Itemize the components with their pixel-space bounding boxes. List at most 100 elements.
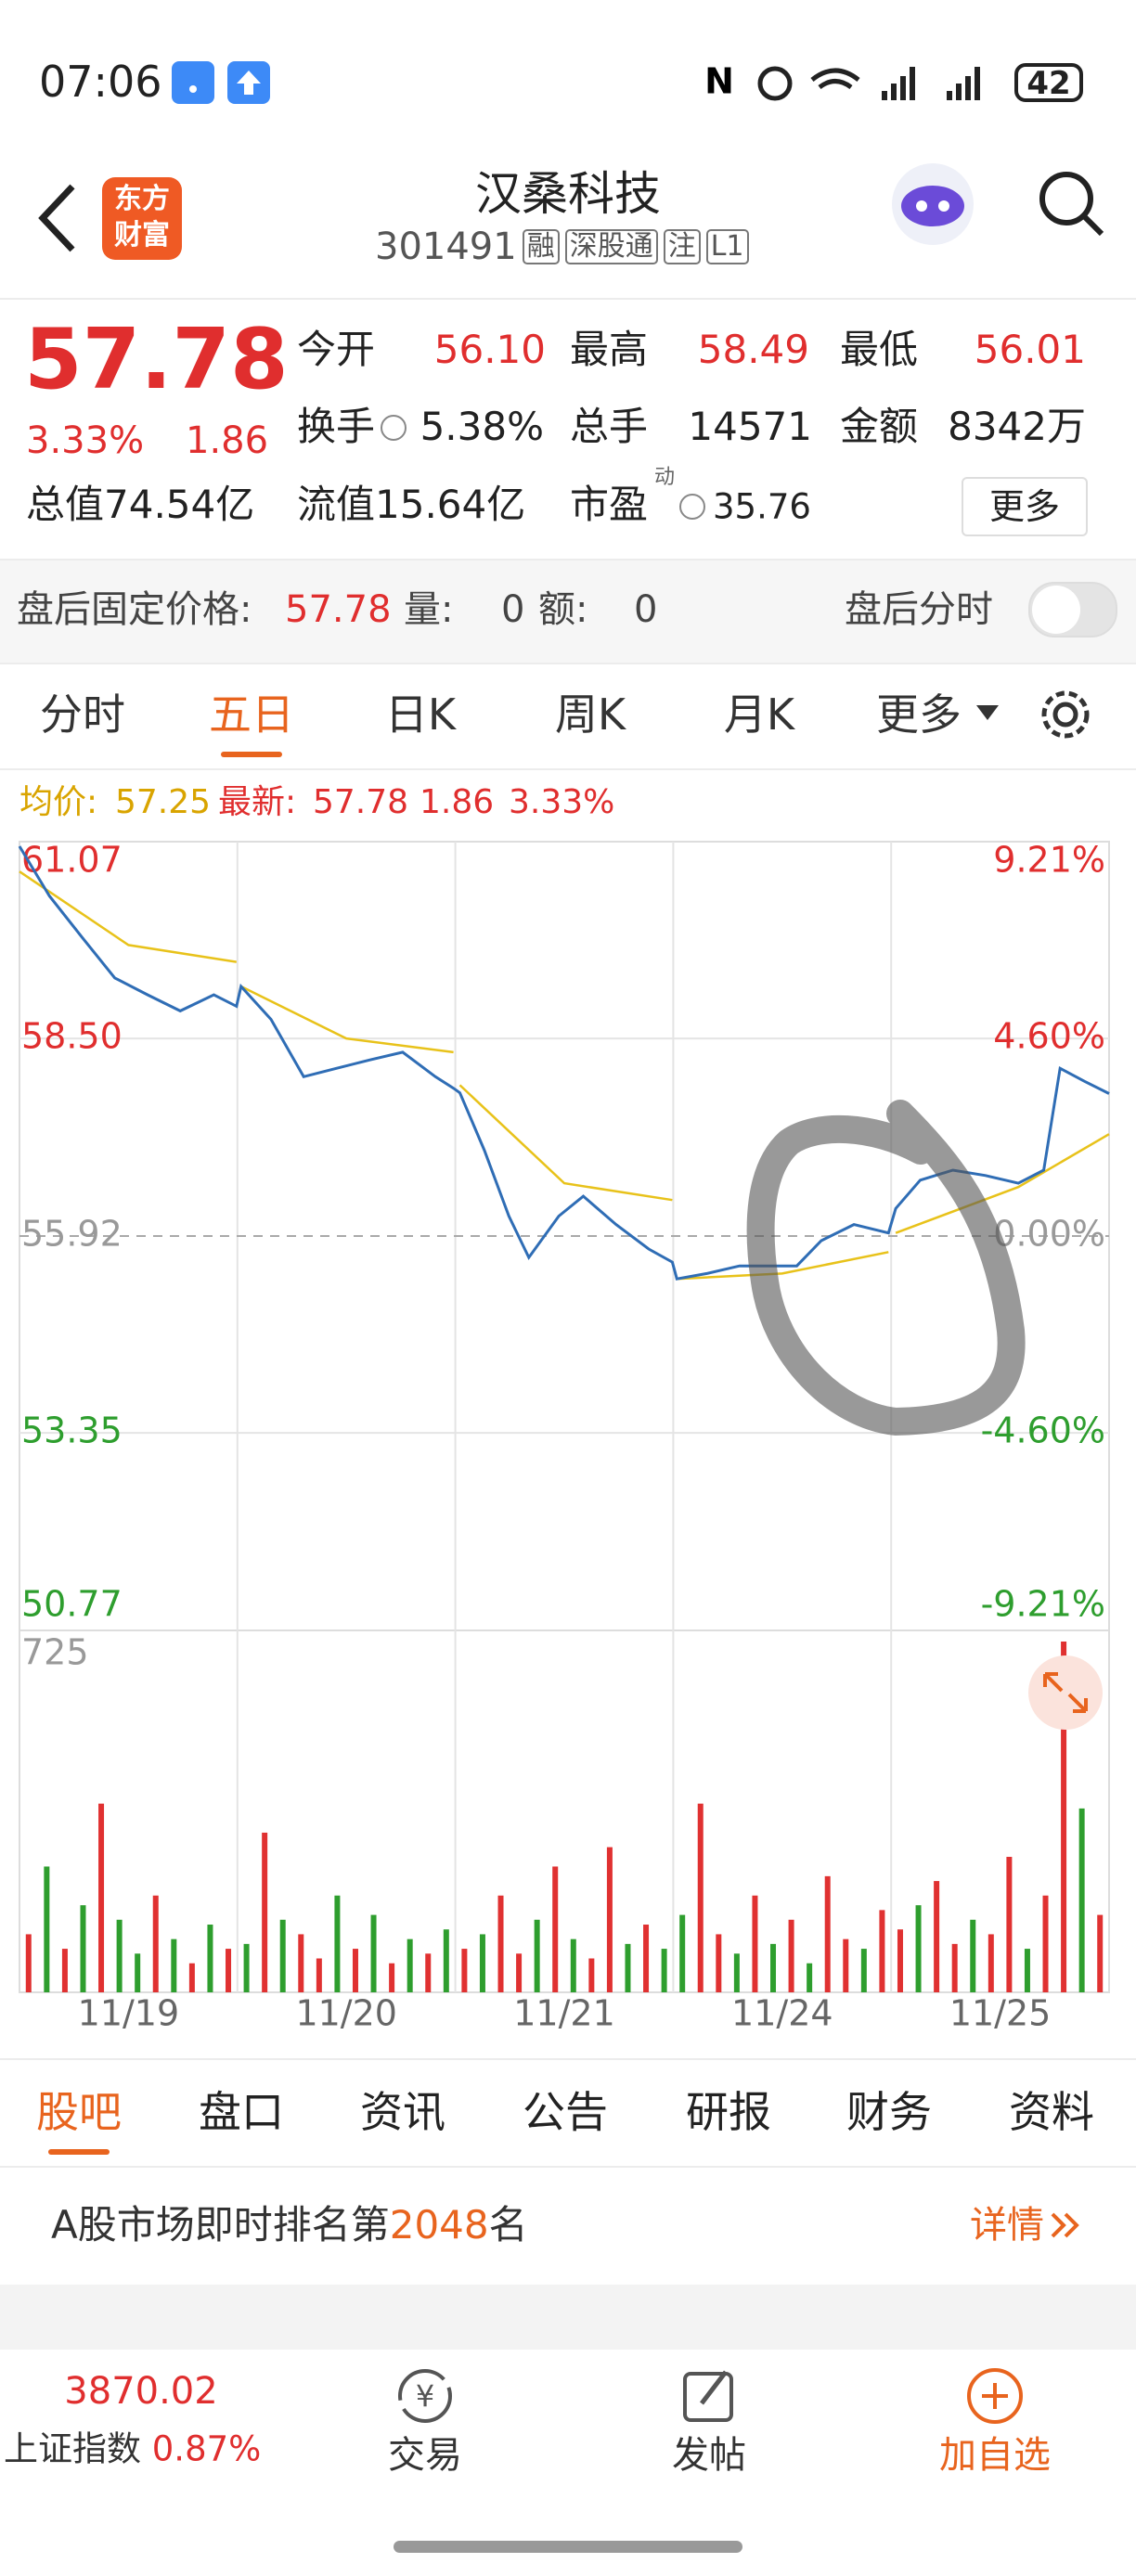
volume-bar bbox=[934, 1881, 940, 1992]
index-row[interactable]: 上证指数 0.87% bbox=[4, 2432, 261, 2467]
more-label[interactable]: 更多 bbox=[988, 486, 1061, 527]
nav-label[interactable]: 加自选 bbox=[939, 2434, 1051, 2477]
volume-bar bbox=[171, 1938, 177, 1992]
info-tab[interactable]: 公告 bbox=[523, 2087, 608, 2137]
volume-bar bbox=[716, 1934, 722, 1992]
rank-number: 2048 bbox=[389, 2202, 489, 2248]
period-tab[interactable]: 日K bbox=[384, 689, 457, 740]
info-tab[interactable]: 盘口 bbox=[199, 2087, 284, 2137]
volume-bar bbox=[226, 1949, 232, 1992]
volume-bar bbox=[443, 1929, 449, 1992]
volume-bar bbox=[843, 1938, 849, 1992]
volume-bar bbox=[879, 1910, 885, 1992]
more-button[interactable]: 更多 bbox=[962, 477, 1088, 536]
volume-bar bbox=[661, 1949, 667, 1992]
svg-text:¥: ¥ bbox=[416, 2378, 434, 2414]
home-indicator bbox=[394, 2541, 742, 2553]
volume-bar bbox=[570, 1938, 576, 1992]
volume-bar bbox=[1006, 1857, 1013, 1992]
period-tab[interactable]: 周K bbox=[554, 689, 626, 740]
rank-text: A股市场即时排名第2048名 bbox=[51, 2206, 528, 2245]
volume-bar bbox=[1042, 1895, 1049, 1992]
post-icon[interactable] bbox=[679, 2364, 741, 2426]
volume-bar bbox=[497, 1895, 504, 1992]
y2-tick-label: -9.21% bbox=[981, 1584, 1105, 1625]
info-icon[interactable] bbox=[381, 415, 407, 441]
divider bbox=[0, 298, 1136, 300]
volume-bar bbox=[461, 1949, 468, 1992]
volume-bar bbox=[25, 1934, 32, 1992]
tab-underline bbox=[221, 752, 282, 757]
field-label: 今开 bbox=[297, 327, 376, 372]
period-tab-active[interactable]: 五日 bbox=[209, 689, 294, 740]
add-watch-icon[interactable] bbox=[965, 2366, 1025, 2426]
volume-bar bbox=[552, 1866, 559, 1992]
y-tick-label: 55.92 bbox=[21, 1214, 123, 1255]
svg-text:N: N bbox=[704, 61, 734, 102]
chevrons bbox=[1051, 2212, 1079, 2238]
toggle[interactable] bbox=[1028, 582, 1117, 638]
assistant-avatar[interactable] bbox=[886, 158, 979, 251]
volume-bar bbox=[897, 1929, 903, 1992]
field-label: 总值 bbox=[26, 482, 105, 527]
field-value: 58.49 bbox=[697, 327, 809, 372]
y-tick-label: 61.07 bbox=[21, 840, 123, 881]
after-hours-label: 盘后固定价格: bbox=[17, 588, 252, 631]
period-tab[interactable]: 月K bbox=[723, 689, 795, 740]
info-tab[interactable]: 资料 bbox=[1009, 2087, 1094, 2137]
volume-bar bbox=[207, 1925, 213, 1992]
field-value: 56.10 bbox=[433, 327, 546, 372]
field-label: 换手 bbox=[297, 404, 376, 449]
details-link[interactable]: 详情 bbox=[970, 2204, 1044, 2247]
volume-tick-label: 725 bbox=[21, 1632, 89, 1673]
field-value: 8342万 bbox=[948, 404, 1086, 449]
nav-label[interactable]: 发帖 bbox=[672, 2434, 746, 2477]
x-tick-label: 11/24 bbox=[731, 1993, 833, 2034]
change: 1.86 bbox=[186, 419, 269, 462]
field-value: 15.64亿 bbox=[375, 482, 526, 527]
y2-tick-label: 4.60% bbox=[993, 1016, 1105, 1057]
tag: L1 bbox=[705, 229, 749, 264]
code-row: 301491 融 深股通 注 L1 bbox=[375, 228, 749, 265]
clock: 07:06 bbox=[39, 57, 162, 107]
field-value: 5.38% bbox=[420, 404, 544, 449]
info-tab-active[interactable]: 股吧 bbox=[36, 2087, 122, 2137]
info-icon[interactable] bbox=[679, 494, 705, 520]
trade-icon[interactable]: ¥ bbox=[393, 2366, 458, 2426]
info-tab[interactable]: 财务 bbox=[846, 2087, 932, 2137]
legend-change: 1.86 bbox=[420, 783, 495, 821]
period-tab[interactable]: 更多 bbox=[876, 689, 962, 740]
settings-button[interactable] bbox=[1038, 687, 1093, 742]
volume-bar bbox=[1024, 1949, 1030, 1992]
legend-avg-label: 均价: bbox=[19, 783, 98, 821]
info-tab[interactable]: 资讯 bbox=[360, 2087, 445, 2137]
volume-bar bbox=[407, 1938, 413, 1992]
volume-bar bbox=[951, 1943, 958, 1992]
spacer bbox=[0, 2285, 1136, 2350]
period-tab[interactable]: 分时 bbox=[40, 689, 125, 740]
index-value: 3870.02 bbox=[64, 2370, 218, 2413]
y-tick-label: 50.77 bbox=[21, 1584, 123, 1625]
after-hours-price: 57.78 bbox=[285, 588, 392, 631]
search-button[interactable] bbox=[1035, 167, 1109, 241]
app-logo: 东方 财富 bbox=[102, 177, 182, 260]
after-hours-bar bbox=[0, 559, 1136, 664]
volume-bar bbox=[262, 1832, 268, 1992]
volume-bar bbox=[1078, 1808, 1085, 1992]
last-price: 57.78 bbox=[24, 311, 289, 408]
nav-label[interactable]: 交易 bbox=[388, 2434, 462, 2477]
volume-bar bbox=[915, 1905, 922, 1992]
back-button[interactable] bbox=[35, 181, 82, 255]
index-change: 0.87% bbox=[151, 2428, 262, 2469]
volume-bar bbox=[279, 1919, 286, 1992]
volume-bar bbox=[534, 1919, 540, 1992]
field-label: 金额 bbox=[840, 404, 919, 449]
field-value: 74.54亿 bbox=[104, 482, 255, 527]
tag: 深股通 bbox=[564, 229, 658, 264]
volume-bar bbox=[824, 1875, 831, 1992]
volume-bar bbox=[98, 1803, 105, 1992]
rank-suffix: 名 bbox=[488, 2202, 528, 2248]
change-pct: 3.33% bbox=[26, 419, 145, 462]
volume-label: 量: bbox=[404, 588, 454, 631]
info-tab[interactable]: 研报 bbox=[686, 2087, 771, 2137]
